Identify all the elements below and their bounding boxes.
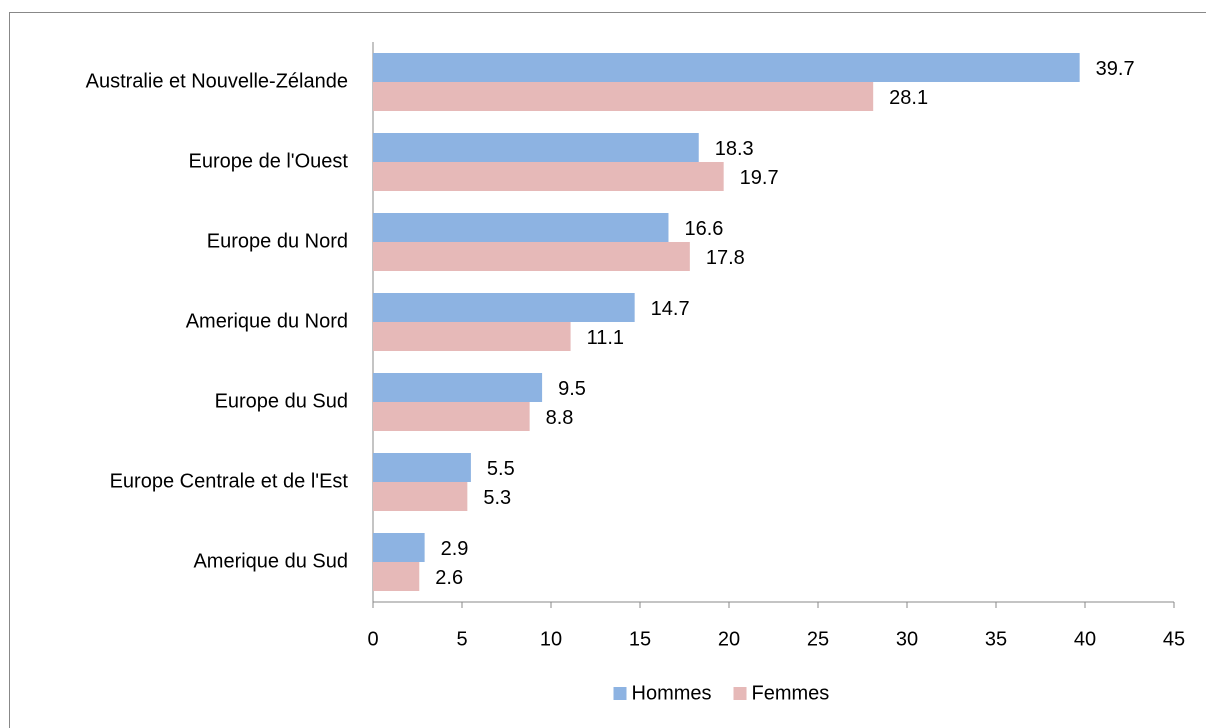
y-tick-label: Europe de l'Ouest [189, 150, 349, 172]
x-tick-label: 5 [456, 628, 467, 650]
bar [373, 293, 635, 322]
legend-label: Femmes [752, 682, 830, 704]
bar [373, 133, 699, 162]
bar [373, 402, 530, 431]
y-tick-label: Amerique du Sud [193, 550, 348, 572]
x-tick-label: 30 [896, 628, 918, 650]
data-label: 2.6 [435, 567, 463, 589]
data-label: 39.7 [1096, 58, 1135, 80]
data-label: 11.1 [587, 327, 624, 349]
data-label: 28.1 [889, 87, 928, 109]
bar [373, 322, 571, 351]
data-label: 19.7 [740, 167, 779, 189]
data-label: 2.9 [441, 538, 469, 560]
data-label: 8.8 [546, 407, 574, 429]
x-tick-label: 45 [1163, 628, 1185, 650]
x-tick-label: 20 [718, 628, 740, 650]
x-tick-label: 10 [540, 628, 562, 650]
bar [373, 53, 1080, 82]
chart-frame [9, 12, 1206, 728]
bar [373, 242, 690, 271]
data-label: 18.3 [715, 138, 754, 160]
x-tick-label: 35 [985, 628, 1007, 650]
legend-swatch [613, 687, 627, 700]
bar [373, 82, 874, 111]
y-tick-label: Europe Centrale et de l'Est [110, 470, 349, 492]
data-label: 17.8 [706, 247, 745, 269]
data-label: 9.5 [558, 378, 586, 400]
x-tick-label: 40 [1074, 628, 1096, 650]
bar [373, 213, 669, 242]
bar [373, 162, 724, 191]
bar [373, 562, 420, 591]
bar [373, 373, 543, 402]
x-tick-label: 25 [807, 628, 829, 650]
bar [373, 533, 425, 562]
data-label: 5.3 [483, 487, 511, 509]
y-tick-label: Europe du Sud [215, 390, 348, 412]
y-tick-label: Europe du Nord [207, 230, 348, 252]
x-tick-label: 15 [629, 628, 651, 650]
bar [373, 482, 468, 511]
bar [373, 453, 471, 482]
x-tick-label: 0 [367, 628, 378, 650]
data-label: 5.5 [487, 458, 515, 480]
y-tick-label: Amerique du Nord [186, 310, 348, 332]
data-label: 14.7 [651, 298, 690, 320]
y-tick-label: Australie et Nouvelle-Zélande [86, 70, 348, 92]
data-label: 16.6 [684, 218, 723, 240]
legend-swatch [733, 687, 747, 700]
legend-label: Hommes [632, 682, 712, 704]
